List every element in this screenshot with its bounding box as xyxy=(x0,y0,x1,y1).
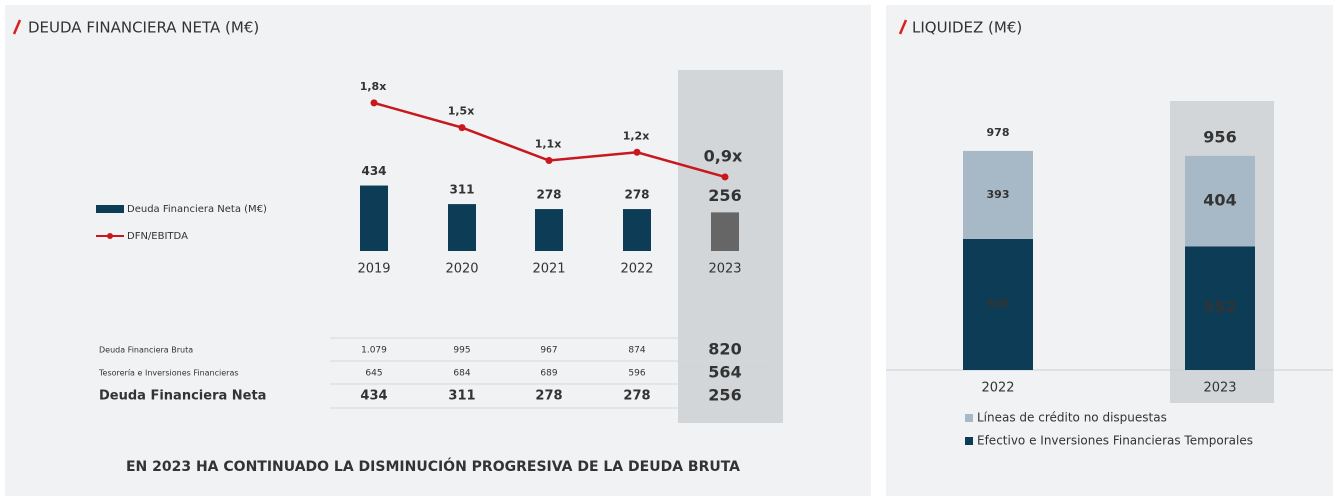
line-point xyxy=(721,173,729,181)
line-point xyxy=(458,124,466,132)
bar xyxy=(535,209,563,251)
table-cell: 874 xyxy=(628,346,645,356)
bar-segment xyxy=(963,150,1033,239)
title-slash xyxy=(12,19,22,35)
table-cell: 1.079 xyxy=(361,346,387,356)
table-cell: 820 xyxy=(708,340,741,359)
x-tick-label: 2019 xyxy=(357,262,390,277)
row-label: Deuda Financiera Bruta xyxy=(99,346,193,355)
data-label: 1,8x xyxy=(360,80,387,93)
data-label: 404 xyxy=(1203,191,1236,210)
legend-label: Líneas de crédito no dispuestas xyxy=(977,411,1167,425)
table-cell: 256 xyxy=(708,386,741,405)
x-tick-label: 2022 xyxy=(981,381,1014,396)
table-cell: 689 xyxy=(540,369,557,379)
x-tick-label: 2021 xyxy=(532,262,565,277)
x-tick-label: 2023 xyxy=(1203,381,1236,396)
table-cell: 967 xyxy=(540,346,557,356)
bar-segment xyxy=(1185,155,1255,247)
legend-swatch xyxy=(965,414,973,422)
bar-segment xyxy=(1185,246,1255,370)
legend-swatch xyxy=(965,437,973,445)
data-label: 278 xyxy=(624,188,649,202)
legend-label: Efectivo e Inversiones Financieras Tempo… xyxy=(977,434,1253,448)
data-label: 1,1x xyxy=(535,138,562,151)
total-label: 956 xyxy=(1203,127,1236,146)
data-label: 585 xyxy=(987,297,1010,310)
data-label: 311 xyxy=(449,183,474,197)
x-tick-label: 2022 xyxy=(620,262,653,277)
bar xyxy=(711,212,739,251)
table-cell: 311 xyxy=(448,389,475,404)
bar-segment xyxy=(963,238,1033,370)
footer: EN 2023 HA CONTINUADO LA DISMINUCIÓN PRO… xyxy=(126,457,740,475)
bar xyxy=(448,204,476,251)
legend-label: Deuda Financiera Neta (M€) xyxy=(127,204,267,215)
table-cell: 684 xyxy=(453,369,470,379)
data-label: 1,2x xyxy=(623,129,650,142)
chart-title: LIQUIDEZ (M€) xyxy=(912,19,1022,37)
line-point xyxy=(633,148,641,156)
data-label: 0,9x xyxy=(704,146,743,165)
x-tick-label: 2020 xyxy=(445,262,478,277)
data-label: 278 xyxy=(536,188,561,202)
row-label: Deuda Financiera Neta xyxy=(99,389,266,404)
row-label: Tesorería e Inversiones Financieras xyxy=(98,369,239,378)
data-label: 552 xyxy=(1203,298,1236,317)
table-cell: 278 xyxy=(535,389,562,404)
total-label: 978 xyxy=(987,126,1010,139)
data-label: 393 xyxy=(987,188,1010,201)
x-tick-label: 2023 xyxy=(708,262,741,277)
table-cell: 645 xyxy=(365,369,382,379)
table-cell: 278 xyxy=(623,389,650,404)
title-slash xyxy=(898,19,908,35)
data-label: 434 xyxy=(361,164,386,178)
line-point xyxy=(370,99,378,107)
data-label: 1,5x xyxy=(448,105,475,118)
legend-label: DFN/EBITDA xyxy=(127,231,188,242)
data-label: 256 xyxy=(708,186,741,205)
table-cell: 995 xyxy=(453,346,470,356)
bar xyxy=(623,209,651,251)
table-cell: 434 xyxy=(360,389,387,404)
line-point xyxy=(545,157,553,164)
table-cell: 564 xyxy=(708,363,741,382)
bar xyxy=(360,185,388,251)
chart-title: DEUDA FINANCIERA NETA (M€) xyxy=(28,19,259,37)
legend-swatch xyxy=(96,205,124,213)
table-cell: 596 xyxy=(628,369,645,379)
legend-marker xyxy=(107,233,113,239)
